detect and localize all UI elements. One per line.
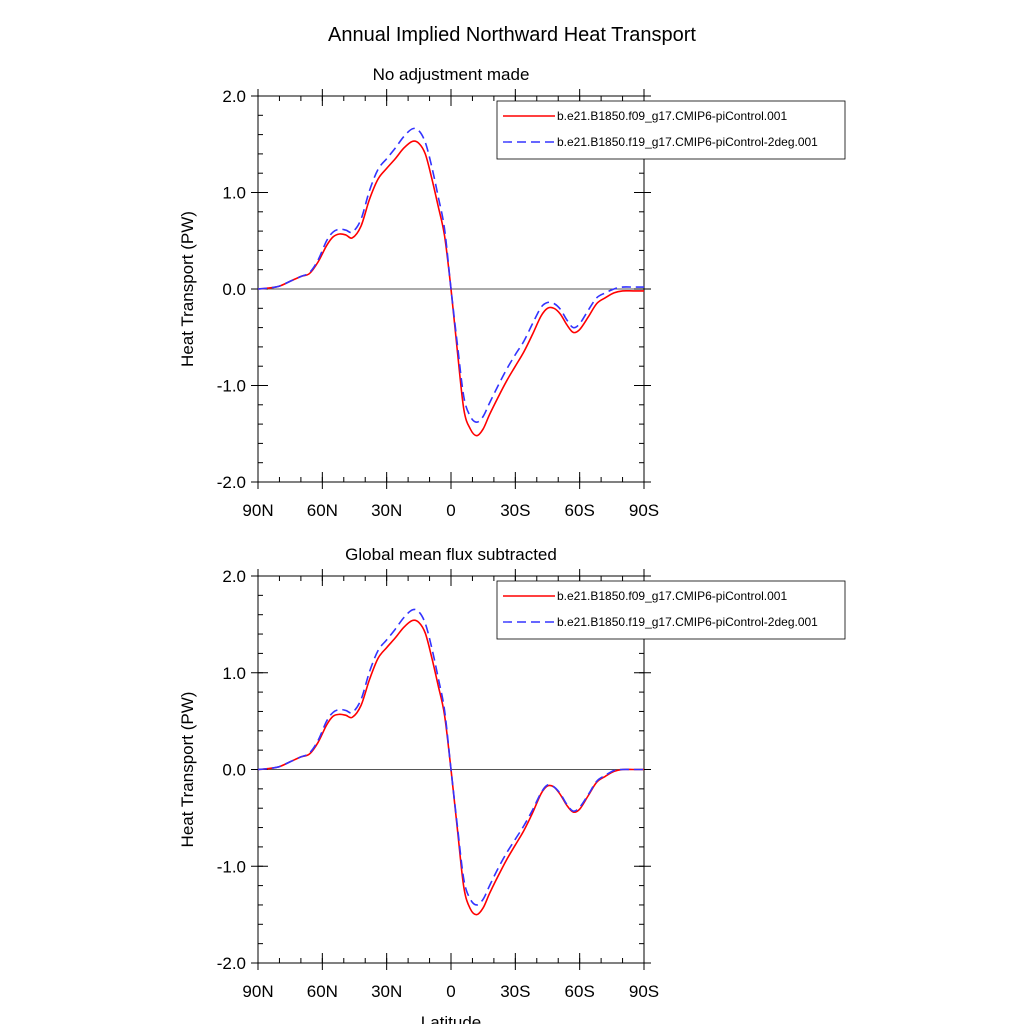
panel-title: No adjustment made — [373, 65, 530, 84]
x-tick-label: 90N — [242, 501, 273, 520]
series-line-2 — [257, 127, 644, 423]
legend-box — [496, 100, 846, 160]
x-tick-label: 60S — [565, 501, 595, 520]
x-tick-label: 60S — [565, 982, 595, 1001]
x-tick-label: 0 — [446, 982, 455, 1001]
x-tick-label: 30S — [500, 982, 530, 1001]
minor-ticks — [257, 575, 645, 964]
y-tick-label: 2.0 — [222, 87, 246, 106]
figure-title: Annual Implied Northward Heat Transport — [328, 24, 696, 46]
legend: b.e21.B1850.f09_g17.CMIP6-piControl.001b… — [496, 580, 846, 640]
legend-entry-1: b.e21.B1850.f09_g17.CMIP6-piControl.001 — [557, 109, 787, 123]
x-tick-label: 0 — [446, 501, 455, 520]
x-tick-label: 90N — [242, 982, 273, 1001]
y-tick-label: -2.0 — [217, 954, 246, 973]
x-tick-label: 30N — [371, 501, 402, 520]
legend-entry-1: b.e21.B1850.f09_g17.CMIP6-piControl.001 — [557, 589, 787, 603]
x-tick-label: 90S — [629, 501, 659, 520]
series-line-2 — [257, 608, 644, 906]
y-tick-label: -2.0 — [217, 473, 246, 492]
panel-no-adjustment: No adjustment made Heat Transport (PW) 2.0… — [178, 65, 846, 520]
y-tick-label: 1.0 — [222, 184, 246, 203]
y-tick-label: -1.0 — [217, 377, 246, 396]
y-axis-label: Heat Transport (PW) — [178, 211, 197, 367]
legend: b.e21.B1850.f09_g17.CMIP6-piControl.001b… — [496, 100, 846, 160]
legend-box — [496, 580, 846, 640]
y-tick-label: 2.0 — [222, 567, 246, 586]
y-tick-label: -1.0 — [217, 857, 246, 876]
x-tick-label: 30N — [371, 982, 402, 1001]
series-line-1 — [257, 140, 644, 437]
panel-global-mean-subtracted: Global mean flux subtracted Heat Transpor… — [178, 545, 846, 1001]
legend-entry-2: b.e21.B1850.f19_g17.CMIP6-piControl-2deg… — [557, 615, 818, 629]
y-axis-label: Heat Transport (PW) — [178, 692, 197, 848]
y-tick-label: 0.0 — [222, 280, 246, 299]
y-tick-label: 0.0 — [222, 761, 246, 780]
x-tick-label: 90S — [629, 982, 659, 1001]
x-tick-label: 60N — [307, 501, 338, 520]
panel-title: Global mean flux subtracted — [345, 545, 557, 564]
x-tick-label: 30S — [500, 501, 530, 520]
x-tick-label: 60N — [307, 982, 338, 1001]
y-tick-label: 1.0 — [222, 664, 246, 683]
legend-entry-2: b.e21.B1850.f19_g17.CMIP6-piControl-2deg… — [557, 135, 818, 149]
x-axis-label: Latitude — [421, 1013, 482, 1024]
